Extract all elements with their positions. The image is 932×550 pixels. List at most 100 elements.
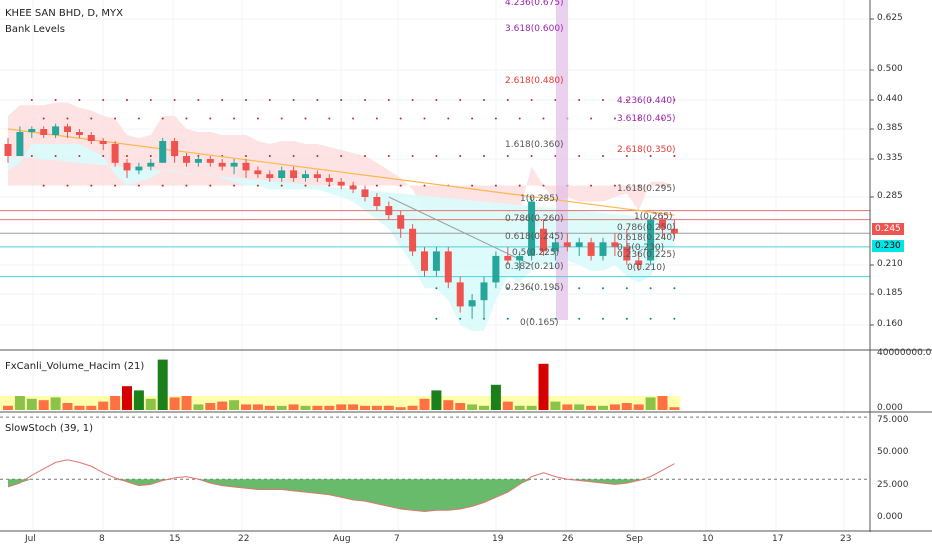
level-dot — [530, 155, 533, 157]
price-tick-label: 0.500 — [877, 64, 903, 74]
indicator-label-bank-levels[interactable]: Bank Levels — [5, 24, 65, 35]
candle-body — [432, 251, 440, 271]
level-dot — [471, 184, 474, 187]
fib-level-label: 4.236(0.675) — [505, 0, 564, 8]
level-dot — [114, 117, 117, 120]
candle-body — [468, 300, 476, 307]
candle-body — [218, 162, 226, 167]
level-dot — [90, 117, 93, 120]
volume-bar — [181, 396, 192, 410]
candle-body — [99, 141, 107, 144]
level-dot — [304, 184, 307, 187]
candle-body — [290, 170, 298, 178]
level-dot — [590, 184, 593, 187]
candle-body — [325, 178, 333, 182]
candle-body — [599, 242, 607, 256]
volume-bar — [419, 398, 430, 410]
volume-bar — [157, 359, 168, 410]
level-dot — [459, 155, 462, 157]
level-dot — [268, 99, 271, 101]
stoch-tick-label: 0.000 — [877, 512, 903, 522]
candle-body — [563, 242, 571, 247]
time-tick-label: 17 — [772, 534, 784, 544]
candlestick-series — [4, 123, 678, 319]
level-dot — [542, 184, 545, 187]
candle-body — [635, 260, 643, 265]
price-tick-label: 0.160 — [877, 319, 903, 329]
volume-bar — [562, 404, 573, 410]
fib-level-label: 0.236(0.225) — [617, 250, 676, 260]
trend-line — [7, 128, 675, 216]
time-tick-label: 26 — [562, 534, 574, 544]
volume-bar — [241, 404, 251, 410]
volume-bar — [145, 398, 156, 410]
level-dot — [328, 117, 331, 120]
level-dot — [625, 155, 628, 157]
symbol-title[interactable]: KHEE SAN BHD, D, MYX — [5, 8, 124, 19]
level-dot — [518, 117, 521, 120]
level-dot — [506, 317, 509, 320]
level-dot — [625, 287, 628, 290]
volume-bar — [431, 390, 442, 410]
volume-bar — [633, 404, 644, 410]
level-dot — [256, 184, 259, 187]
level-dot — [304, 117, 307, 120]
candle-body — [183, 156, 190, 163]
level-dot — [661, 117, 664, 120]
volume-bar — [514, 405, 525, 410]
level-dot — [292, 155, 295, 157]
volume-bar — [336, 404, 347, 410]
candle-body — [40, 129, 48, 135]
level-dot — [387, 155, 390, 157]
level-dot — [673, 99, 676, 101]
volume-bar — [538, 363, 549, 410]
level-dot — [625, 317, 628, 320]
volume-bar — [110, 396, 121, 410]
candle-body — [230, 162, 238, 167]
indicator-label-stoch[interactable]: SlowStoch (39, 1) — [5, 423, 94, 434]
volume-bar — [455, 403, 466, 410]
time-tick-label: 10 — [702, 534, 714, 544]
volume-bar — [657, 396, 668, 410]
volume-bar — [300, 405, 311, 410]
level-dot — [423, 117, 426, 120]
fib-level-label: 0.5(0.230) — [617, 243, 665, 253]
candle-body — [254, 170, 262, 175]
level-dot — [209, 117, 212, 120]
fib-level-label: 0.236(0.195) — [505, 283, 564, 293]
fib-level-label: 3.618(0.600) — [505, 24, 564, 34]
level-dot — [602, 287, 604, 290]
fib-vertical-band — [556, 0, 568, 320]
candle-body — [266, 174, 274, 178]
volume-bar — [383, 405, 394, 410]
level-dot — [137, 117, 140, 120]
indicator-label-volume[interactable]: FxCanli_Volume_Hacim (21) — [5, 361, 145, 372]
level-dot — [530, 317, 533, 320]
candle-body — [206, 159, 214, 163]
candle-body — [194, 159, 202, 163]
level-dot — [161, 117, 164, 120]
candle-body — [28, 129, 36, 132]
level-dot — [673, 287, 676, 290]
candle-body — [337, 181, 345, 186]
level-dot — [54, 99, 57, 101]
level-dot — [483, 99, 485, 101]
candle-body — [147, 162, 155, 167]
level-dot — [590, 117, 593, 120]
level-dot — [506, 99, 509, 101]
level-dot — [340, 155, 343, 157]
fib-level-label: 0(0.210) — [627, 263, 666, 273]
level-dot — [554, 317, 557, 320]
time-tick-label: Sep — [626, 534, 643, 544]
fib-level-label: 0(0.165) — [520, 318, 559, 328]
candle-body — [302, 174, 309, 178]
price-tick-label: 0.385 — [877, 123, 903, 133]
level-dot — [245, 99, 247, 101]
level-dot — [435, 99, 438, 101]
level-dot — [625, 99, 628, 101]
level-dot — [209, 184, 212, 187]
level-dot — [649, 287, 652, 290]
candle-body — [670, 228, 678, 234]
volume-bars — [0, 359, 681, 410]
